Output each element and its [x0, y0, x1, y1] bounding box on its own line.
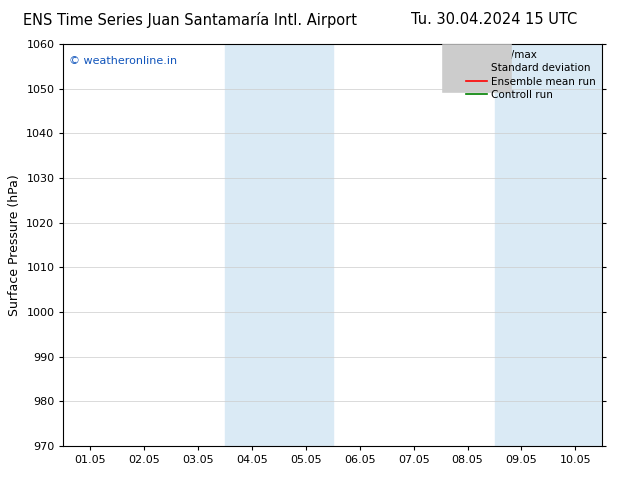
Y-axis label: Surface Pressure (hPa): Surface Pressure (hPa): [8, 174, 21, 316]
Bar: [495, 44, 602, 446]
Text: © weatheronline.in: © weatheronline.in: [68, 56, 177, 66]
Legend: min/max, Standard deviation, Ensemble mean run, Controll run: min/max, Standard deviation, Ensemble me…: [463, 47, 599, 103]
Bar: [225, 44, 333, 446]
Text: ENS Time Series Juan Santamaría Intl. Airport: ENS Time Series Juan Santamaría Intl. Ai…: [23, 12, 357, 28]
Text: Tu. 30.04.2024 15 UTC: Tu. 30.04.2024 15 UTC: [411, 12, 578, 27]
